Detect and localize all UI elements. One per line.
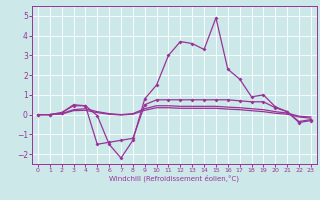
X-axis label: Windchill (Refroidissement éolien,°C): Windchill (Refroidissement éolien,°C) — [109, 175, 239, 182]
